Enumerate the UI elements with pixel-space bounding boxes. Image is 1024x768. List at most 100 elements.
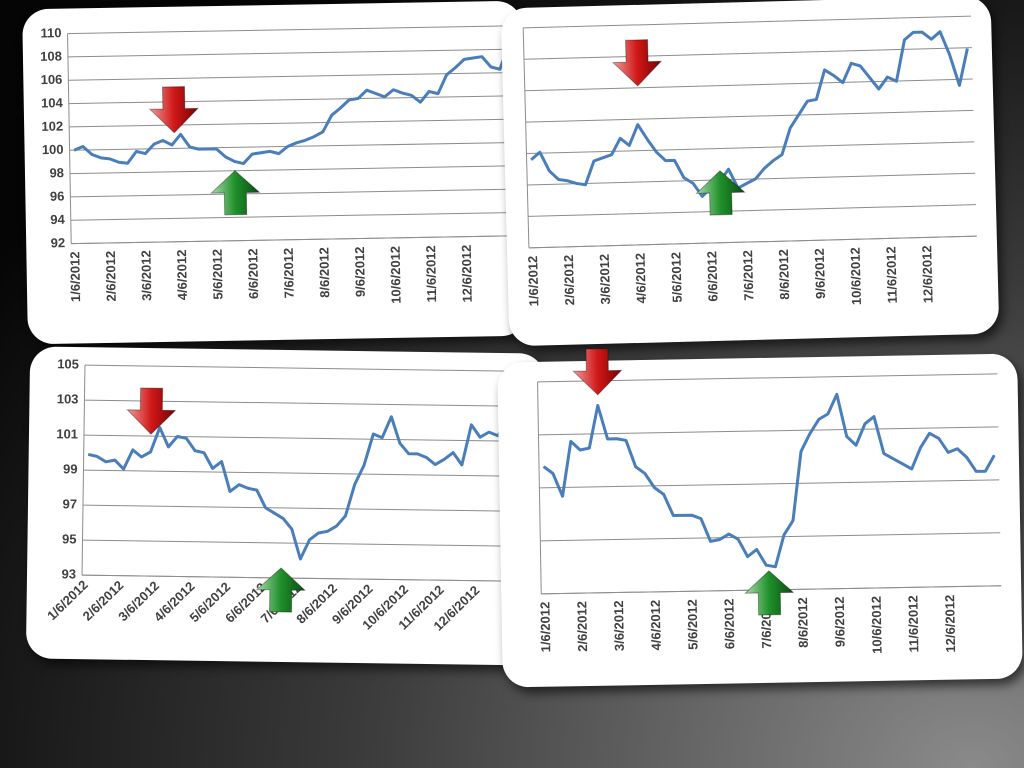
x-tick-label: 5/6/2012 bbox=[668, 252, 684, 303]
x-axis bbox=[528, 235, 977, 249]
x-tick-label: 7/6/2012 bbox=[281, 248, 297, 299]
x-tick-label: 9/6/2012 bbox=[812, 248, 828, 299]
y-tick-label: 101 bbox=[56, 426, 78, 441]
grid-line bbox=[83, 434, 529, 442]
x-tick-label: 4/6/2012 bbox=[633, 253, 649, 304]
x-tick-label: 10/6/2012 bbox=[848, 247, 865, 305]
chart-panel: 92 94 96 98 100 102 104 106 108 110 1/6/2012 2/6/20… bbox=[22, 0, 528, 345]
y-axis bbox=[81, 365, 86, 576]
grid-line bbox=[540, 532, 1001, 542]
series-line bbox=[87, 404, 527, 561]
x-tick-label: 8/6/2012 bbox=[776, 249, 792, 300]
grid-line bbox=[67, 25, 513, 35]
grid-line bbox=[69, 141, 515, 151]
grid-line bbox=[526, 141, 975, 155]
x-tick-label: 6/6/2012 bbox=[721, 598, 737, 649]
x-tick-label: 8/6/2012 bbox=[316, 247, 332, 298]
series-line bbox=[542, 392, 996, 569]
grid-line bbox=[523, 47, 972, 60]
grid-line bbox=[539, 479, 1000, 489]
grid-line bbox=[524, 78, 973, 92]
y-tick-label: 108 bbox=[40, 48, 62, 63]
y-tick-label: 103 bbox=[57, 391, 79, 406]
x-tick-label: 10/6/2012 bbox=[869, 596, 885, 654]
chart-panel: 1/6/2012 2/6/2012 3/6/2012 4/6/2012 5/6/2012… bbox=[497, 348, 1023, 688]
y-tick-label: 100 bbox=[42, 142, 64, 157]
chart: 939597991011031051/6/20122/6/20123/6/201… bbox=[44, 356, 530, 634]
grid-line bbox=[537, 373, 998, 383]
x-tick-label: 6/6/2012 bbox=[245, 248, 261, 299]
x-tick-label: 6/6/2012 bbox=[704, 251, 720, 302]
x-tick-label: 4/6/2012 bbox=[174, 250, 190, 301]
y-tick-label: 92 bbox=[51, 235, 66, 250]
down-arrow bbox=[572, 348, 623, 396]
x-tick-label: 1/6/2012 bbox=[525, 256, 541, 307]
chart: 92 94 96 98 100 102 104 106 108 110 1/6/2012 2/6/20… bbox=[40, 25, 517, 304]
grid-line bbox=[527, 172, 976, 186]
grid-line bbox=[528, 204, 976, 217]
chart: 1/6/2012 2/6/2012 3/6/2012 4/6/2012 5/6/2012… bbox=[522, 15, 977, 307]
x-tick-label: 11/6/2012 bbox=[905, 595, 921, 652]
x-tick-label: 12/6/2012 bbox=[919, 245, 936, 303]
y-axis bbox=[537, 381, 542, 594]
down-arrow bbox=[126, 387, 177, 435]
up-arrow bbox=[210, 170, 261, 216]
grid-line bbox=[538, 426, 999, 436]
x-tick-label: 8/6/2012 bbox=[795, 597, 811, 648]
x-tick-label: 9/6/2012 bbox=[352, 246, 368, 297]
y-tick-label: 110 bbox=[40, 25, 61, 40]
y-tick-label: 102 bbox=[41, 118, 63, 133]
x-tick-label: 7/6/2012 bbox=[740, 250, 756, 301]
y-tick-label: 105 bbox=[57, 356, 79, 371]
y-tick-label: 94 bbox=[50, 212, 65, 227]
up-arrow bbox=[255, 567, 307, 613]
x-tick-label: 1/6/2012 bbox=[67, 251, 83, 302]
series-line bbox=[530, 30, 969, 198]
x-tick-label: 4/6/2012 bbox=[648, 600, 664, 651]
x-tick-label: 12/6/2012 bbox=[459, 245, 475, 303]
grid-line bbox=[523, 15, 972, 29]
grid-line bbox=[68, 71, 514, 81]
grid-line bbox=[69, 165, 515, 175]
x-tick-label: 3/6/2012 bbox=[138, 250, 154, 301]
chart-panel: 93 95 97 99 101 103 105 1/6/2012 2/6/2012 3/6/201… bbox=[25, 346, 546, 666]
y-tick-label: 97 bbox=[62, 496, 77, 511]
grid-line bbox=[82, 539, 528, 547]
grid-line bbox=[70, 188, 516, 198]
y-tick-label: 99 bbox=[63, 461, 78, 476]
down-arrow bbox=[148, 86, 200, 134]
y-tick-label: 98 bbox=[49, 165, 64, 180]
grid-line bbox=[68, 95, 514, 105]
grid-line bbox=[525, 109, 974, 123]
up-arrow bbox=[743, 570, 795, 616]
x-tick-label: 9/6/2012 bbox=[832, 596, 848, 647]
x-tick-label: 3/6/2012 bbox=[597, 254, 613, 305]
y-tick-label: 106 bbox=[41, 72, 63, 87]
chart: 1/6/2012 2/6/2012 3/6/2012 4/6/2012 5/6/2012… bbox=[537, 348, 1002, 654]
x-tick-label: 11/6/2012 bbox=[423, 245, 439, 302]
grid-line bbox=[83, 469, 529, 477]
x-axis bbox=[82, 574, 527, 582]
grid-line bbox=[84, 364, 530, 372]
x-tick-label: 10/6/2012 bbox=[388, 246, 404, 304]
series-line bbox=[73, 45, 510, 166]
x-tick-label: 2/6/2012 bbox=[103, 251, 119, 302]
x-tick-label: 1/6/2012 bbox=[537, 602, 553, 653]
x-tick-label: 12/6/2012 bbox=[942, 595, 958, 653]
grid-line bbox=[82, 504, 528, 512]
x-tick-label: 3/6/2012 bbox=[611, 600, 627, 651]
y-tick-label: 96 bbox=[50, 188, 65, 203]
grid-line bbox=[67, 48, 513, 58]
x-tick-label: 2/6/2012 bbox=[561, 255, 577, 306]
grid-line bbox=[70, 211, 516, 221]
x-tick-label: 5/6/2012 bbox=[685, 599, 701, 650]
grid-line bbox=[69, 118, 515, 128]
x-tick-label: 2/6/2012 bbox=[574, 601, 590, 652]
x-tick-label: 11/6/2012 bbox=[883, 246, 899, 303]
y-tick-label: 95 bbox=[62, 531, 77, 546]
up-arrow bbox=[695, 170, 746, 216]
x-axis bbox=[71, 235, 517, 245]
chart-panel: 1/6/2012 2/6/2012 3/6/2012 4/6/2012 5/6/2012… bbox=[500, 0, 1000, 347]
y-axis bbox=[67, 33, 72, 244]
